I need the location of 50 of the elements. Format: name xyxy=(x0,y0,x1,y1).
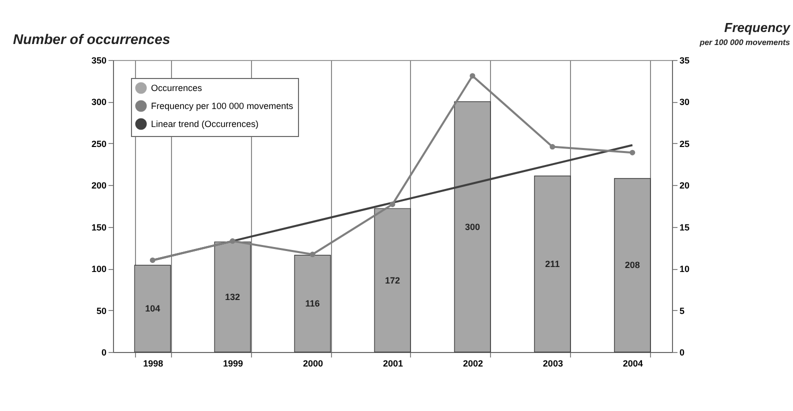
data-label: 300 xyxy=(464,222,480,232)
y2-tick-label: 20 xyxy=(680,180,690,191)
point xyxy=(390,202,396,208)
y-tick-label: 350 xyxy=(91,56,106,66)
y-tick-label: 50 xyxy=(96,306,106,316)
y-tick-label: 0 xyxy=(101,348,106,358)
y2-tick-label: 5 xyxy=(680,306,685,316)
y-axis-title: Number of occurrences xyxy=(13,31,170,47)
data-label: 104 xyxy=(145,304,160,314)
y-tick-label: 100 xyxy=(91,264,106,274)
x-tick-label: 2000 xyxy=(303,358,324,368)
point xyxy=(310,252,316,258)
y2-tick-label: 30 xyxy=(680,97,690,108)
data-label: 116 xyxy=(305,298,320,309)
bar xyxy=(214,242,251,352)
bar xyxy=(134,264,171,352)
y2-tick-label: 0 xyxy=(680,348,685,358)
y2-tick-label: 10 xyxy=(680,264,690,274)
point xyxy=(550,144,556,150)
bar xyxy=(454,101,491,352)
y2-tick-label: 25 xyxy=(680,138,690,149)
bar xyxy=(294,254,331,352)
data-label: 208 xyxy=(624,260,640,270)
x-tick-label: 2002 xyxy=(462,358,483,368)
point xyxy=(470,73,476,79)
y2-axis-title: Frequency xyxy=(724,20,791,35)
text: per 100 000 movements xyxy=(698,38,791,47)
data-label: 132 xyxy=(225,292,240,302)
bar xyxy=(534,176,571,352)
x-tick-label: 2001 xyxy=(382,358,404,368)
point xyxy=(150,257,156,263)
point xyxy=(230,238,236,244)
x-tick-label: 1999 xyxy=(223,358,244,368)
legend-label: Linear trend (Occurrences) xyxy=(151,119,259,129)
point xyxy=(630,150,636,156)
y-tick-label: 300 xyxy=(91,97,106,108)
data-label: 211 xyxy=(545,258,560,269)
y-tick-label: 250 xyxy=(91,138,106,149)
data-label: 172 xyxy=(384,275,400,286)
x-tick-label: 2004 xyxy=(622,358,643,368)
y-tick-label: 200 xyxy=(91,180,106,191)
bar xyxy=(614,178,651,352)
x-tick-label: 1998 xyxy=(143,358,164,368)
legend-label: Frequency per 100 000 movements xyxy=(151,101,294,111)
legend-label: Occurrences xyxy=(151,83,203,93)
y2-tick-label: 35 xyxy=(680,56,690,66)
x-tick-label: 2003 xyxy=(542,358,563,368)
y2-tick-label: 15 xyxy=(680,222,690,232)
bar xyxy=(374,208,411,352)
y-tick-label: 150 xyxy=(91,222,106,232)
